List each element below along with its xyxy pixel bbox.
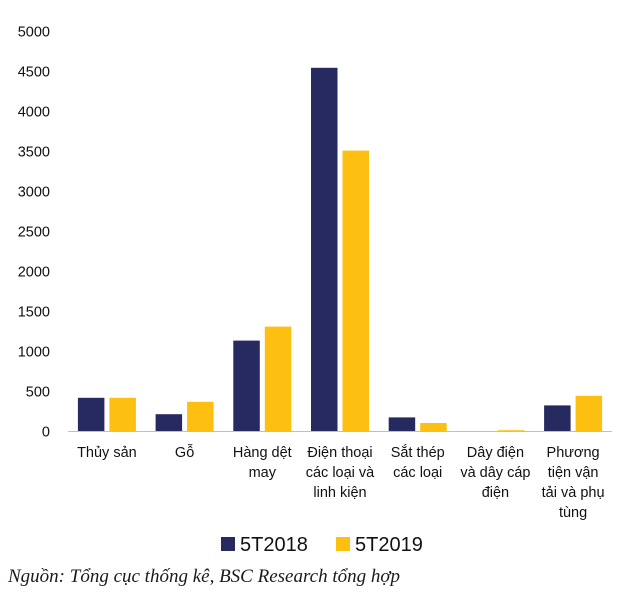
- y-axis-tick-labels: 0 500 1000 1500 2000 2500 3000 3500 4000 4500 5000: [18, 25, 50, 441]
- bars: [77, 67, 603, 432]
- source-note: Nguồn: Tổng cục thống kê, BSC Research t…: [8, 566, 401, 587]
- y-tick-label: 3000: [18, 185, 50, 201]
- bar-5T2018-6: [544, 405, 571, 431]
- x-axis-category-labels: Thủy sản Gỗ Hàng dệt may Điện thoại các loại …: [77, 444, 604, 521]
- legend: 5T2018 5T2019: [221, 534, 423, 556]
- x-category-label: Hàng dệt: [233, 445, 292, 461]
- bar-5T2018-1: [155, 414, 183, 431]
- legend-swatch-5T2018: [221, 537, 235, 551]
- x-category-label: tải và phụ: [542, 485, 605, 501]
- bar-5T2018-3: [311, 67, 338, 432]
- x-category-label: và dây cáp: [460, 465, 530, 481]
- x-category-label: Gỗ: [175, 444, 194, 461]
- bar-5T2018-4: [388, 417, 416, 431]
- y-tick-label: 3500: [18, 145, 50, 161]
- y-tick-label: 1000: [18, 345, 50, 361]
- x-category-label: tiện vận: [548, 465, 599, 481]
- legend-label: 5T2018: [240, 534, 308, 556]
- bar-5T2019-4: [420, 423, 447, 431]
- x-category-label: các loại: [393, 465, 442, 481]
- bar-5T2019-1: [187, 401, 214, 431]
- y-tick-label: 4000: [18, 105, 50, 121]
- y-tick-label: 5000: [18, 25, 50, 41]
- x-category-label: may: [249, 465, 277, 481]
- y-tick-label: 0: [42, 425, 50, 441]
- x-category-label: Dây điện: [467, 445, 524, 461]
- y-tick-label: 2000: [18, 265, 50, 281]
- x-category-label: các loại và: [306, 465, 375, 481]
- x-category-label: Thủy sản: [77, 445, 137, 461]
- bar-5T2018-2: [233, 340, 260, 431]
- legend-swatch-5T2019: [336, 537, 350, 551]
- y-tick-label: 1500: [18, 305, 50, 321]
- x-category-label: Phương: [547, 445, 600, 461]
- y-tick-label: 4500: [18, 65, 50, 81]
- x-category-label: Điện thoại: [307, 445, 372, 461]
- bar-5T2019-5: [497, 430, 525, 431]
- bar-5T2019-0: [109, 397, 136, 431]
- bar-5T2019-2: [264, 326, 292, 431]
- bar-5T2019-6: [575, 395, 603, 431]
- x-category-label: linh kiện: [313, 485, 366, 501]
- y-tick-label: 2500: [18, 225, 50, 241]
- x-category-label: tùng: [559, 505, 587, 521]
- bar-5T2019-3: [342, 150, 369, 431]
- bar-5T2018-0: [77, 397, 105, 431]
- x-category-label: điện: [482, 485, 509, 501]
- x-category-label: Sắt thép: [391, 444, 445, 461]
- legend-label: 5T2019: [355, 534, 423, 556]
- y-tick-label: 500: [26, 385, 50, 401]
